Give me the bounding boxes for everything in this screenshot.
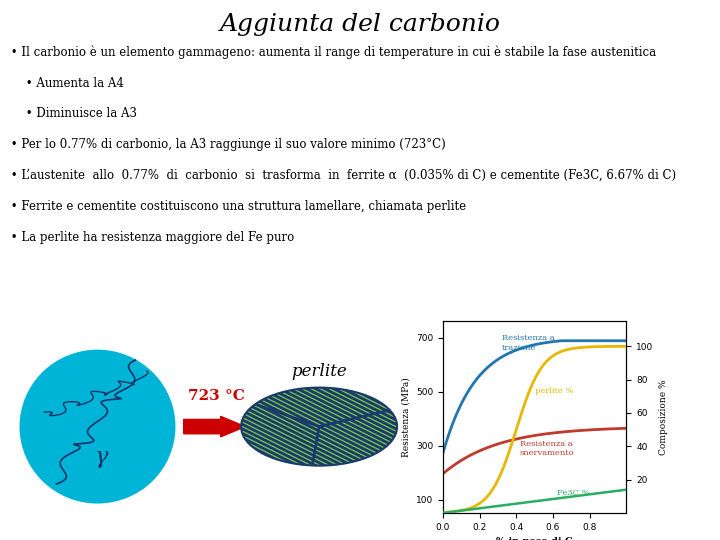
- Text: perlite: perlite: [291, 363, 347, 380]
- Text: γ: γ: [95, 447, 108, 468]
- Text: • L’austenite  allo  0.77%  di  carbonio  si  trasforma  in  ferrite α  (0.035% : • L’austenite allo 0.77% di carbonio si …: [7, 169, 676, 182]
- Text: Resistenza a
trazione: Resistenza a trazione: [502, 334, 554, 352]
- Text: Resistenza a
snervamento: Resistenza a snervamento: [520, 440, 575, 457]
- Text: 723 °C: 723 °C: [188, 389, 245, 403]
- Ellipse shape: [19, 350, 176, 503]
- Y-axis label: Composizione %: Composizione %: [659, 379, 668, 455]
- Y-axis label: Resistenza (MPa): Resistenza (MPa): [401, 377, 410, 457]
- Text: • Diminuisce la A3: • Diminuisce la A3: [7, 107, 138, 120]
- Text: • Aumenta la A4: • Aumenta la A4: [7, 77, 124, 90]
- Text: perlite %: perlite %: [534, 387, 573, 395]
- Circle shape: [241, 388, 397, 465]
- FancyArrow shape: [184, 416, 246, 437]
- Text: • Il carbonio è un elemento gammageno: aumenta il range di temperature in cui è : • Il carbonio è un elemento gammageno: a…: [7, 46, 657, 59]
- X-axis label: % in peso di C: % in peso di C: [496, 537, 573, 540]
- Text: • Ferrite e cementite costituiscono una struttura lamellare, chiamata perlite: • Ferrite e cementite costituiscono una …: [7, 200, 467, 213]
- Text: Fe3C %: Fe3C %: [557, 489, 589, 497]
- Text: • Per lo 0.77% di carbonio, la A3 raggiunge il suo valore minimo (723°C): • Per lo 0.77% di carbonio, la A3 raggiu…: [7, 138, 446, 151]
- Text: • La perlite ha resistenza maggiore del Fe puro: • La perlite ha resistenza maggiore del …: [7, 231, 294, 244]
- Text: Aggiunta del carbonio: Aggiunta del carbonio: [220, 14, 500, 37]
